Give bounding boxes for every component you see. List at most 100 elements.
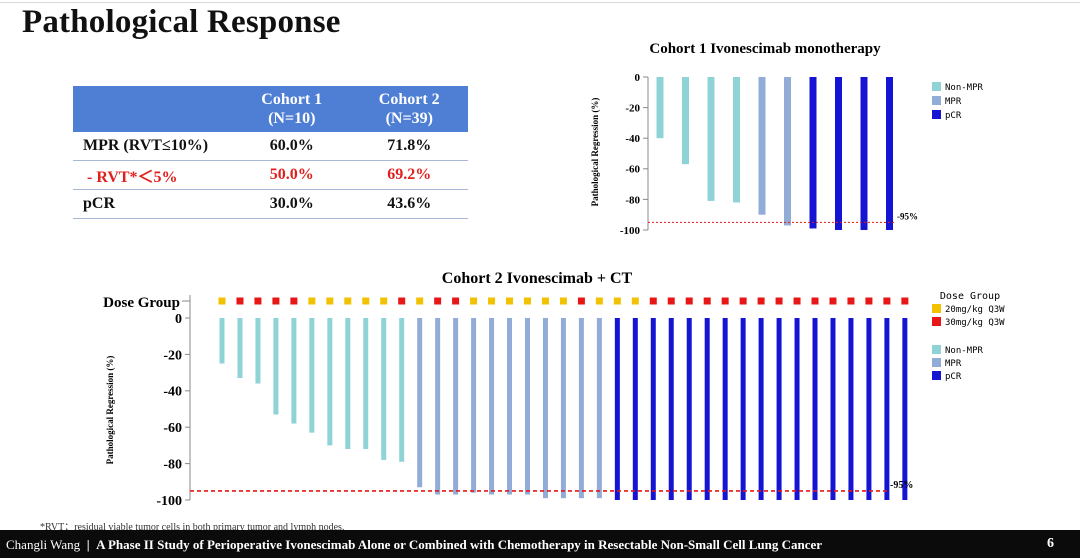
bar	[886, 77, 893, 230]
cell-cohort1: 30.0%	[233, 189, 351, 219]
cohort2-chart: Cohort 2 Ivonescimab + CT Pathological R…	[103, 270, 1005, 509]
legend-label: pCR	[945, 111, 962, 121]
dose-marker	[559, 297, 567, 305]
bar	[435, 318, 441, 495]
dose-marker	[613, 297, 621, 305]
bar	[733, 77, 740, 203]
bar	[399, 318, 405, 462]
dose-marker	[236, 297, 244, 305]
bar	[507, 318, 513, 495]
dose-marker	[739, 297, 747, 305]
bar	[830, 318, 836, 500]
bar	[784, 77, 791, 226]
table-header-row: Cohort 1 (N=10) Cohort 2 (N=39)	[73, 86, 468, 132]
response-table: Cohort 1 (N=10) Cohort 2 (N=39) MPR (RVT≤1…	[73, 86, 468, 219]
table-header-cohort1: Cohort 1 (N=10)	[233, 86, 351, 132]
legend-swatch-nonmpr	[932, 345, 941, 354]
dose-marker	[470, 297, 478, 305]
legend-swatch-mpr	[932, 358, 941, 367]
dose-marker	[362, 297, 370, 305]
header-line2: (N=39)	[385, 110, 433, 127]
bar	[614, 318, 620, 500]
legend-swatch-pcr	[932, 110, 941, 119]
bar	[291, 318, 297, 424]
bar	[417, 318, 423, 488]
dose-marker	[595, 297, 603, 305]
footer-author: Changli Wang	[6, 537, 81, 552]
legend-swatch-nonmpr	[932, 82, 941, 91]
dose-marker	[793, 297, 801, 305]
dose-marker	[272, 297, 280, 305]
bar	[812, 318, 818, 500]
charts-canvas: Cohort 1 Ivonescimab monotherapy Patholo…	[103, 41, 1005, 509]
table-header-empty	[73, 86, 233, 132]
cell-cohort1: 50.0%	[233, 160, 351, 190]
dose-marker	[829, 297, 837, 305]
bar	[866, 318, 872, 500]
bar	[560, 318, 566, 499]
bar	[327, 318, 333, 446]
bar	[489, 318, 495, 495]
bar	[835, 77, 842, 230]
dose-marker	[901, 297, 909, 305]
bar	[704, 318, 710, 500]
bar	[686, 318, 692, 500]
table-row-pcr: pCR 30.0% 43.6%	[73, 189, 468, 219]
bar	[650, 318, 656, 500]
page-number: 6	[1047, 536, 1054, 551]
cell-cohort2: 69.2%	[350, 160, 468, 190]
chart2-ylabel: Pathological Regression (%)	[105, 356, 115, 465]
bar	[273, 318, 279, 415]
footer-separator: |	[86, 537, 90, 552]
bar	[632, 318, 638, 500]
dose-marker	[380, 297, 388, 305]
bar	[758, 77, 766, 215]
y-tick-label: -80	[625, 194, 640, 206]
dose-marker	[757, 297, 765, 305]
bar	[381, 318, 387, 460]
bar	[542, 318, 548, 499]
bar	[596, 318, 602, 499]
footnote: *RVT：residual viable tumor cells in both…	[40, 522, 345, 533]
y-tick-label: -40	[625, 133, 640, 145]
bar	[776, 318, 782, 500]
dose-marker	[847, 297, 855, 305]
dose-marker	[326, 297, 334, 305]
dose-marker	[488, 297, 496, 305]
bar	[668, 318, 674, 500]
dose-legend-swatch	[932, 317, 941, 326]
legend-label: Non-MPR	[945, 346, 984, 356]
y-tick-label: -100	[620, 225, 641, 237]
legend-label: Non-MPR	[945, 83, 984, 93]
footer-study-title: A Phase II Study of Perioperative Ivones…	[96, 537, 823, 552]
dose-marker	[254, 297, 262, 305]
y-tick-label: -40	[163, 385, 182, 400]
bar	[740, 318, 746, 500]
dose-marker	[667, 297, 675, 305]
dose-marker	[811, 297, 819, 305]
slide-title: Pathological Response	[22, 4, 341, 40]
y-tick-label: -20	[163, 348, 182, 363]
bar	[255, 318, 261, 384]
header-line1: Cohort 2	[378, 91, 440, 108]
bar	[902, 318, 908, 500]
dose-legend-title: Dose Group	[940, 291, 1000, 302]
legend-label: MPR	[945, 359, 962, 369]
table-row-mpr: MPR (RVT≤10%) 60.0% 71.8%	[73, 132, 468, 161]
dose-marker	[452, 297, 460, 305]
dose-marker	[308, 297, 316, 305]
y-tick-label: -100	[156, 494, 182, 509]
cell-cohort1: 60.0%	[233, 132, 351, 161]
threshold-label: -95%	[890, 480, 913, 491]
bar	[656, 77, 664, 139]
top-divider	[0, 2, 1080, 3]
dose-marker	[721, 297, 729, 305]
dose-marker	[775, 297, 783, 305]
header-line1: Cohort 1	[261, 91, 323, 108]
dose-legend-label: 30mg/kg Q3W	[945, 318, 1005, 328]
bar	[345, 318, 351, 450]
legend-label: pCR	[945, 372, 962, 382]
bar	[809, 77, 817, 229]
legend-swatch-mpr	[932, 96, 941, 105]
cell-cohort2: 71.8%	[350, 132, 468, 161]
